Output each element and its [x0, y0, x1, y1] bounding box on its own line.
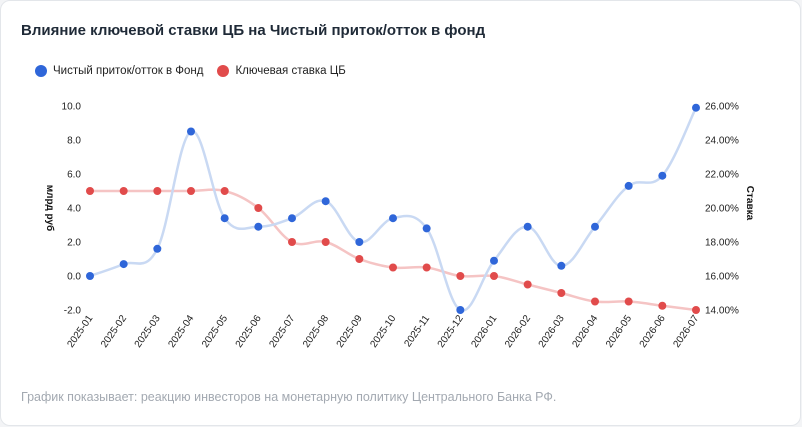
x-tick-label: 2026-02: [503, 313, 533, 350]
y-right-axis-title: Ставка: [744, 186, 755, 221]
rate-point: [389, 263, 397, 272]
y-left-tick-label: -2.0: [64, 306, 82, 317]
x-tick-label: 2025-07: [267, 313, 297, 350]
x-tick-label: 2026-05: [604, 313, 634, 350]
x-tick-label: 2025-08: [301, 313, 331, 350]
y-left-axis-title: млрд руб: [44, 185, 56, 231]
x-tick-label: 2026-03: [537, 313, 567, 350]
y-left-tick-label: 0.0: [67, 272, 81, 283]
x-tick-label: 2025-01: [65, 313, 95, 350]
rate-point: [355, 255, 364, 263]
y-left-tick-label: 4.0: [67, 204, 81, 215]
flow-point: [591, 222, 599, 231]
y-left-tick-label: 8.0: [67, 136, 81, 147]
x-tick-label: 2026-06: [638, 313, 668, 350]
rate-point: [119, 187, 128, 195]
y-right-tick-label: 26.00%: [705, 102, 739, 113]
x-tick-label: 2025-10: [368, 313, 398, 350]
chart-title: Влияние ключевой ставки ЦБ на Чистый при…: [21, 22, 486, 39]
x-tick-label: 2025-09: [335, 313, 365, 350]
rate-point: [321, 238, 330, 246]
legend-item-flow[interactable]: Чистый приток/отток в Фонд: [35, 65, 203, 77]
flow-point: [288, 214, 296, 223]
rate-point: [86, 187, 94, 195]
y-right-tick-label: 14.00%: [705, 306, 739, 317]
x-tick-label: 2025-06: [234, 313, 264, 350]
x-tick-label: 2025-02: [99, 313, 129, 350]
x-tick-label: 2025-05: [200, 313, 230, 350]
flow-point: [254, 222, 263, 231]
rate-point: [153, 187, 162, 195]
y-right-tick-label: 24.00%: [705, 136, 739, 147]
legend-item-rate[interactable]: Ключевая ставка ЦБ: [217, 65, 346, 77]
flow-point: [422, 224, 431, 233]
flow-point: [321, 197, 330, 206]
flow-point: [86, 272, 94, 280]
flow-point: [658, 171, 667, 180]
y-left-tick-label: 2.0: [67, 238, 81, 249]
x-tick-label: 2025-04: [166, 313, 196, 350]
x-tick-label: 2026-04: [570, 313, 600, 350]
rate-point: [624, 297, 633, 306]
rate-point: [422, 263, 431, 272]
legend-label-rate: Ключевая ставка ЦБ: [235, 65, 346, 77]
rate-point: [557, 289, 566, 297]
legend-dot-rate: [217, 65, 230, 77]
flow-point: [119, 260, 128, 269]
rate-point: [591, 297, 599, 306]
rate-series-line: [89, 188, 697, 312]
x-tick-label: 2025-11: [402, 313, 432, 349]
x-tick-label: 2026-01: [469, 313, 499, 350]
flow-point: [523, 222, 532, 231]
y-right-tick-label: 18.00%: [705, 238, 739, 249]
rate-point: [456, 272, 465, 280]
rate-point: [692, 306, 700, 314]
flow-point: [355, 238, 364, 246]
rate-point: [523, 280, 532, 289]
flow-series-line: [89, 107, 698, 312]
line-chart: -2.0 0.0 2.0 4.0 6.0 8.0 10.0 14.00% 16.00% 18.00…: [44, 102, 755, 350]
legend-dot-flow: [35, 65, 47, 77]
rate-point: [220, 187, 229, 195]
rate-point: [490, 272, 498, 280]
y-right-tick-label: 16.00%: [705, 272, 739, 283]
y-right-tick-label: 20.00%: [705, 204, 739, 215]
flow-point: [153, 244, 162, 253]
flow-point: [187, 127, 195, 136]
y-left-tick-label: 6.0: [67, 170, 81, 181]
x-tick-label: 2026-07: [671, 313, 701, 350]
x-tick-label: 2025-12: [436, 313, 466, 350]
flow-point: [389, 214, 397, 223]
flow-point: [490, 256, 498, 265]
flow-point: [557, 261, 566, 270]
y-right-tick-label: 22.00%: [705, 170, 739, 181]
rate-point: [288, 238, 296, 246]
flow-point: [692, 103, 700, 112]
flow-point: [456, 306, 465, 314]
rate-point: [658, 301, 667, 310]
flow-point: [220, 214, 229, 223]
y-left-tick-label: 10.0: [62, 102, 82, 113]
chart-legend: Чистый приток/отток в Фонд Ключевая став…: [35, 65, 360, 77]
rate-point: [187, 187, 195, 195]
chart-footer: График показывает: реакцию инвесторов на…: [21, 390, 557, 404]
x-tick-label: 2025-03: [133, 313, 163, 350]
flow-point: [624, 181, 633, 190]
rate-point: [254, 204, 263, 212]
legend-label-flow: Чистый приток/отток в Фонд: [53, 65, 204, 77]
